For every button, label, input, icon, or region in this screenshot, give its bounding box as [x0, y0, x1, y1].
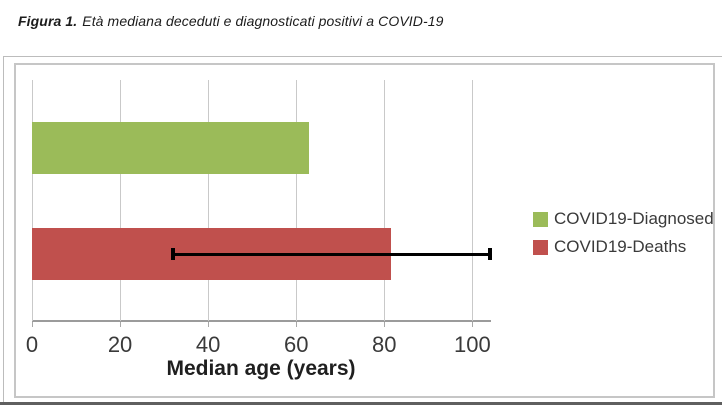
gridline [207, 80, 209, 321]
figure-caption-prefix: Figura 1. [18, 13, 78, 29]
legend-item-covid19-diagnosed: COVID19-Diagnosed [533, 209, 714, 229]
axis-tick [383, 322, 385, 327]
chart-frame: Median age (years) 0 20 40 60 80 100 COVID19-… [14, 63, 715, 398]
gridline [471, 80, 473, 321]
plot-area: Median age (years) 0 20 40 60 80 100 [26, 80, 492, 379]
axis-tick [119, 322, 121, 327]
error-bar-cap-right [488, 248, 492, 260]
legend-swatch [533, 211, 548, 227]
gridline [31, 80, 33, 321]
x-tick-label: 100 [454, 332, 491, 357]
error-bar-cap-left [170, 248, 175, 260]
legend-label: COVID19-Diagnosed [554, 209, 714, 228]
legend-swatch [533, 239, 548, 255]
gridline [383, 80, 385, 321]
axis-tick [31, 322, 33, 327]
x-tick-label: 20 [107, 332, 133, 357]
error-bar [172, 252, 490, 256]
gridline [295, 80, 297, 321]
legend-item-covid19-deaths: COVID19-Deaths [533, 237, 714, 257]
x-axis-title: Median age (years) [166, 357, 356, 380]
figure-caption: Figura 1. Età mediana deceduti e diagnost… [18, 13, 444, 29]
document-cell-top-border [3, 56, 722, 57]
axis-tick [471, 322, 473, 327]
x-axis-line [32, 320, 491, 322]
axis-tick [207, 322, 209, 327]
x-tick-label: 40 [195, 332, 221, 357]
document-cell-left-border [3, 56, 4, 405]
axis-tick [295, 322, 297, 327]
x-tick-label: 80 [372, 332, 397, 357]
x-tick-label: 0 [25, 332, 39, 357]
document-cell-bottom-border [0, 402, 722, 405]
legend: COVID19-Diagnosed COVID19-Deaths [533, 209, 714, 265]
bar-covid19-diagnosed [32, 122, 310, 174]
legend-label: COVID19-Deaths [554, 237, 687, 256]
gridline [119, 80, 121, 321]
x-tick-label: 60 [283, 332, 309, 357]
figure-caption-text: Età mediana deceduti e diagnosticati pos… [82, 13, 444, 29]
